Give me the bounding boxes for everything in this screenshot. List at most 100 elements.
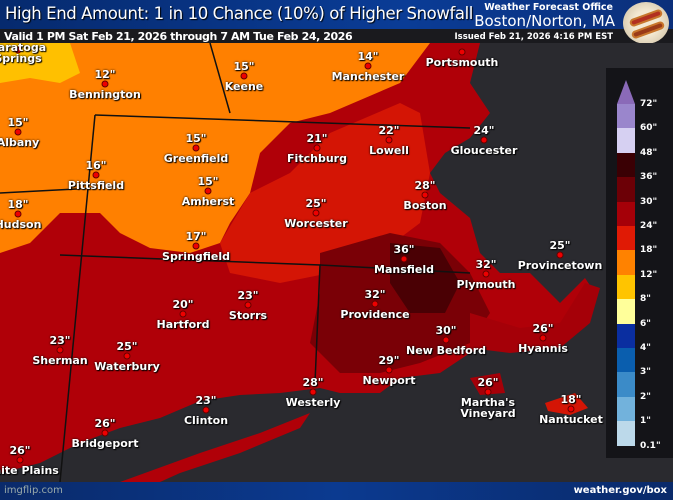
website-link[interactable]: weather.gov/box [573,485,667,496]
city-name: Keene [224,80,264,93]
legend-label: 3" [640,367,651,378]
city-name: New Bedford [405,344,487,357]
snowfall-value: 21" [306,132,328,145]
snowfall-value: 23" [49,334,71,347]
legend-label: 0.1" [640,440,661,451]
city-marker [204,187,212,195]
legend-label: 72" [640,99,658,109]
subheader-bar [0,29,673,43]
city-marker [101,80,109,88]
snowfall-value: 12" [94,68,116,81]
city-name: Martha's Vineyard [460,396,516,420]
snowfall-value: 28" [414,179,436,192]
city-name: Westerly [285,396,341,409]
snowfall-value: 17" [185,230,207,243]
city-marker [16,456,24,464]
snowfall-map [0,43,673,482]
city-marker [556,251,564,259]
city-marker [240,72,248,80]
legend-swatch [617,104,635,129]
city-name: Newport [362,374,416,387]
city-marker [539,334,547,342]
legend-label: 1" [640,416,651,427]
city-marker [14,46,22,54]
office-label: Weather Forecast Office [484,2,613,13]
legend-swatch [617,348,635,373]
snowfall-value: 25" [305,197,327,210]
legend-label: 12" [640,269,658,280]
legend-label: 4" [640,343,651,353]
snowfall-value: 15" [197,175,219,188]
city-marker [244,301,252,309]
city-marker [567,405,575,413]
city-marker [364,62,372,70]
city-marker [482,270,490,278]
legend-swatch [617,299,635,325]
city-name: Hartford [156,318,210,331]
snowfall-value: 36" [393,243,415,256]
legend-label: 6" [640,318,651,329]
snowfall-value: 26" [477,376,499,389]
snowfall-value: 32" [475,258,497,271]
city-name: Plymouth [456,278,516,291]
city-name: Lowell [369,144,409,157]
snowfall-value: 15" [185,132,207,145]
city-name: Manchester [331,70,405,83]
light-orange-zone [0,43,80,83]
legend-label: 30" [640,196,658,207]
legend-swatch [617,152,635,178]
city-marker [309,388,317,396]
city-name: Bridgeport [71,437,139,450]
city-marker [442,336,450,344]
city-marker [14,128,22,136]
city-name: Albany [0,136,40,149]
city-marker [421,191,429,199]
city-name: Greenfield [163,152,229,165]
snowfall-value: 30" [435,324,457,337]
legend-swatch [617,372,635,398]
legend-swatch [617,201,635,227]
snowfall-value: 18" [560,393,582,406]
city-marker [192,242,200,250]
legend-label: 36" [640,172,658,183]
city-name: Fitchburg [287,152,347,165]
snowfall-value: 14" [357,50,379,63]
legend-label: 48" [640,147,658,158]
snowfall-value: 26" [9,444,31,457]
city-name: Sherman [32,354,88,367]
footer-bar [0,482,673,500]
city-name: Pittsfield [67,179,125,192]
city-marker [202,406,210,414]
legend-label: 2" [640,391,651,402]
snowfall-value: 25" [116,340,138,353]
legend-swatch [617,226,635,251]
nantucket [545,393,588,415]
legend-label: 24" [640,221,658,231]
legend-swatch [617,177,635,203]
city-marker [385,366,393,374]
issued-time: Issued Feb 21, 2026 4:16 PM EST [454,32,613,42]
hot-dogs-plate-icon [623,2,669,44]
legend-swatch [617,323,635,349]
snowfall-value: 26" [94,417,116,430]
legend-label: 60" [640,123,658,134]
map-title: High End Amount: 1 in 10 Chance (10%) of… [5,4,473,23]
city-name: Springfield [162,250,230,263]
snowfall-value: 15" [7,116,29,129]
city-marker [123,352,131,360]
city-name: Providence [340,308,410,321]
city-name: Saratoga Springs [0,41,47,65]
city-name: Clinton [183,414,229,427]
city-marker [313,144,321,152]
watermark: imgflip.com [4,485,63,496]
marthas-vineyard [470,373,505,395]
city-marker [179,310,187,318]
city-name: Provincetown [517,259,603,272]
snowfall-value: 15" [233,60,255,73]
city-name: Amherst [181,195,235,208]
legend-swatch [617,421,635,447]
legend-label: 8" [640,294,651,305]
city-name: Portsmouth [425,56,499,69]
legend-swatch [617,274,635,300]
city-marker [14,210,22,218]
